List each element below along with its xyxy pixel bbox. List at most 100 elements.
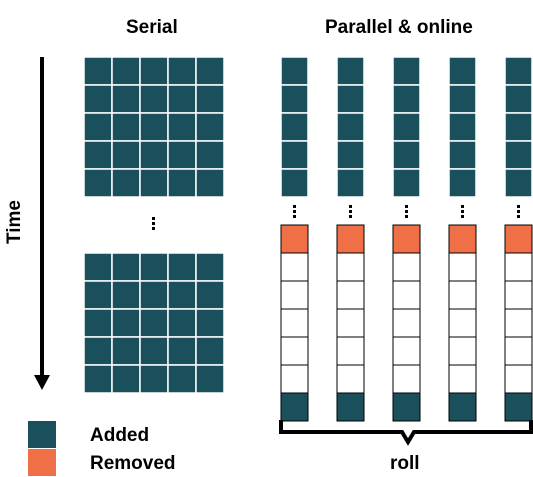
parallel-cell-empty bbox=[392, 364, 421, 394]
parallel-cell-added bbox=[504, 168, 533, 198]
serial-ellipsis bbox=[152, 217, 155, 230]
parallel-ellipsis-dot bbox=[461, 205, 464, 208]
parallel-cell-empty bbox=[280, 364, 309, 394]
roll-bracket bbox=[279, 420, 533, 446]
parallel-cell-empty bbox=[336, 336, 365, 366]
parallel-ellipsis-dot bbox=[405, 205, 408, 208]
parallel-cell-empty bbox=[504, 336, 533, 366]
parallel-cell-empty bbox=[392, 336, 421, 366]
legend bbox=[28, 421, 56, 476]
serial-cell-added bbox=[139, 336, 169, 366]
serial-cell-added bbox=[167, 280, 197, 310]
parallel-cell-empty bbox=[336, 308, 365, 338]
parallel-cell-removed bbox=[392, 224, 421, 254]
parallel-cell-empty bbox=[504, 308, 533, 338]
serial-cell-added bbox=[139, 280, 169, 310]
parallel-cell-added bbox=[280, 140, 309, 170]
serial-cell-added bbox=[139, 168, 169, 198]
parallel-cell-added bbox=[392, 168, 421, 198]
parallel-cell-empty bbox=[280, 336, 309, 366]
parallel-cell-added bbox=[504, 56, 533, 86]
parallel-cell-empty bbox=[448, 252, 477, 282]
parallel-cell-added bbox=[336, 84, 365, 114]
parallel-cell-empty bbox=[280, 280, 309, 310]
serial-cell-added bbox=[167, 56, 197, 86]
parallel-online-title: Parallel & online bbox=[325, 17, 473, 38]
parallel-cell-empty bbox=[336, 280, 365, 310]
parallel-cell-added bbox=[336, 392, 365, 422]
parallel-ellipsis-dot bbox=[461, 210, 464, 213]
parallel-ellipsis-dot bbox=[349, 205, 352, 208]
serial-cell-added bbox=[111, 280, 141, 310]
legend-removed-swatch bbox=[28, 449, 56, 476]
serial-cell-added bbox=[111, 364, 141, 394]
serial-cell-added bbox=[111, 336, 141, 366]
serial-cell-added bbox=[167, 84, 197, 114]
serial-cell-added bbox=[111, 140, 141, 170]
serial-cell-added bbox=[83, 140, 113, 170]
serial-cell-added bbox=[195, 308, 225, 338]
parallel-cell-empty bbox=[392, 308, 421, 338]
serial-cell-added bbox=[195, 140, 225, 170]
parallel-cell-added bbox=[280, 392, 309, 422]
parallel-ellipsis-dot bbox=[293, 205, 296, 208]
serial-cell-added bbox=[83, 168, 113, 198]
parallel-cell-added bbox=[336, 56, 365, 86]
legend-added-label: Added bbox=[90, 425, 150, 446]
serial-cell-added bbox=[139, 364, 169, 394]
parallel-cell-removed bbox=[448, 224, 477, 254]
parallel-cell-empty bbox=[280, 308, 309, 338]
parallel-cell-added bbox=[504, 140, 533, 170]
parallel-cell-empty bbox=[448, 280, 477, 310]
serial-cell-added bbox=[139, 308, 169, 338]
parallel-ellipsis-dot bbox=[349, 215, 352, 218]
serial-cell-added bbox=[83, 280, 113, 310]
serial-cell-added bbox=[195, 280, 225, 310]
serial-cell-added bbox=[167, 308, 197, 338]
parallel-cell-added bbox=[280, 56, 309, 86]
serial-cell-added bbox=[83, 336, 113, 366]
serial-cell-added bbox=[83, 84, 113, 114]
serial-cell-added bbox=[167, 112, 197, 142]
serial-cell-added bbox=[83, 252, 113, 282]
parallel-ellipsis-dot bbox=[517, 205, 520, 208]
parallel-ellipsis-dot bbox=[293, 215, 296, 218]
parallel-cell-empty bbox=[336, 252, 365, 282]
serial-cell-added bbox=[167, 364, 197, 394]
parallel-cell-added bbox=[504, 392, 533, 422]
serial-cell-added bbox=[167, 168, 197, 198]
serial-cell-added bbox=[111, 84, 141, 114]
parallel-cell-added bbox=[392, 56, 421, 86]
serial-cell-added bbox=[195, 84, 225, 114]
serial-grids bbox=[83, 56, 225, 394]
parallel-cell-empty bbox=[392, 252, 421, 282]
parallel-cell-added bbox=[448, 56, 477, 86]
parallel-cell-empty bbox=[504, 364, 533, 394]
serial-cell-added bbox=[83, 364, 113, 394]
serial-cell-added bbox=[111, 56, 141, 86]
parallel-ellipsis-dot bbox=[405, 210, 408, 213]
parallel-cell-empty bbox=[448, 364, 477, 394]
serial-cell-added bbox=[139, 252, 169, 282]
serial-cell-added bbox=[83, 112, 113, 142]
parallel-cell-added bbox=[504, 112, 533, 142]
parallel-cell-empty bbox=[504, 280, 533, 310]
serial-cell-added bbox=[111, 168, 141, 198]
serial-cell-added bbox=[111, 308, 141, 338]
parallel-cell-added bbox=[392, 84, 421, 114]
parallel-cell-added bbox=[392, 392, 421, 422]
serial-cell-added bbox=[195, 364, 225, 394]
parallel-cell-added bbox=[336, 140, 365, 170]
serial-cell-added bbox=[111, 252, 141, 282]
serial-cell-added bbox=[167, 252, 197, 282]
parallel-cell-removed bbox=[504, 224, 533, 254]
serial-cell-added bbox=[195, 112, 225, 142]
parallel-cell-empty bbox=[280, 252, 309, 282]
legend-added-swatch bbox=[28, 421, 56, 448]
parallel-cell-added bbox=[280, 168, 309, 198]
parallel-cell-added bbox=[448, 392, 477, 422]
serial-cell-added bbox=[167, 140, 197, 170]
parallel-cell-added bbox=[448, 168, 477, 198]
parallel-cell-empty bbox=[448, 308, 477, 338]
